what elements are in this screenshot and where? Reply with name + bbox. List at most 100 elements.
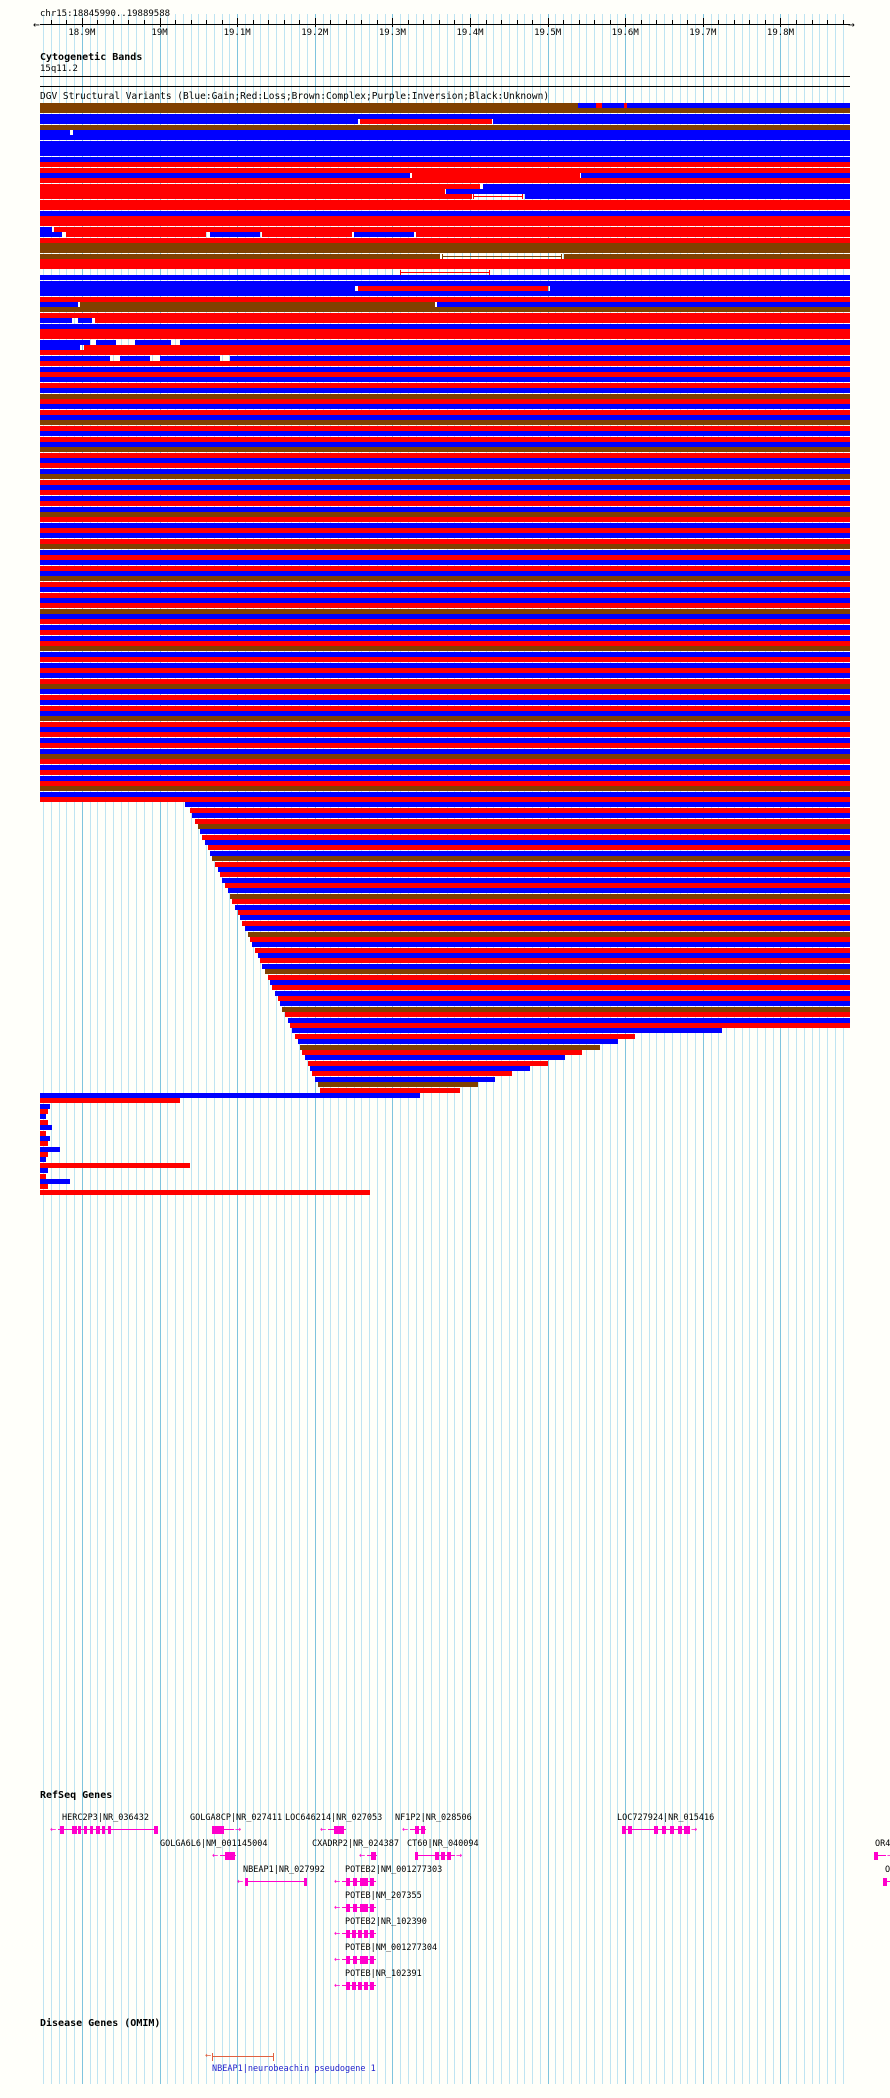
dgv-variant-gain[interactable] [40,624,850,630]
dgv-variant-loss[interactable] [40,770,850,776]
dgv-variant-gain[interactable] [40,522,850,528]
dgv-variant-loss[interactable] [40,425,850,431]
dgv-variant-complex[interactable] [40,576,850,582]
dgv-variant-loss[interactable] [40,759,850,765]
dgv-variant-loss[interactable] [40,463,850,469]
dgv-variant-loss[interactable] [208,845,850,851]
dgv-variant-loss[interactable] [40,328,850,334]
dgv-variant-gain[interactable] [40,458,850,464]
dgv-variant-gain[interactable] [40,146,850,152]
dgv-variant-gain[interactable] [40,1179,70,1184]
dgv-variant-gain[interactable] [40,323,850,329]
dgv-variant-loss[interactable] [40,183,480,189]
dgv-variant-complex[interactable] [248,931,850,937]
dgv-variant-complex[interactable] [40,544,850,550]
dgv-variant-gain[interactable] [40,506,850,512]
dgv-variant-gain[interactable] [40,1125,52,1131]
dgv-variant-loss[interactable] [40,361,850,367]
dgv-variant-gain[interactable] [40,172,410,178]
dgv-variant-loss[interactable] [40,743,850,749]
dgv-variant-loss[interactable] [412,172,580,178]
dgv-variant-loss[interactable] [302,1049,582,1055]
dgv-variant-gain[interactable] [354,232,414,238]
gene-model[interactable]: ← [402,1825,426,1835]
dgv-variant-loss[interactable] [358,285,548,291]
dgv-variant-loss[interactable] [40,538,850,544]
dgv-variant-gain[interactable] [275,990,850,996]
dgv-variant-gain[interactable] [483,183,850,189]
dgv-variant-complex[interactable] [40,248,850,254]
dgv-variant-gain[interactable] [230,355,850,361]
omim-gene-model[interactable]: ← [205,2051,274,2061]
dgv-variant-gain[interactable] [40,495,850,501]
dgv-variant-loss[interactable] [40,296,850,302]
dgv-variant-loss[interactable] [40,490,850,496]
dgv-variant-complex[interactable] [300,1044,600,1050]
dgv-variant-loss[interactable] [40,1109,48,1115]
dgv-variant-gain[interactable] [40,748,850,754]
dgv-variant-loss[interactable] [40,641,850,646]
dgv-variant-gain[interactable] [40,727,850,733]
dgv-variant-gain[interactable] [581,172,850,178]
dgv-variant-loss[interactable] [242,920,850,926]
refseq-gene-track[interactable]: HERC2P3|NR_036432 ← GOLGA8CP|NR_027411 → LOC… [40,1800,890,2000]
dgv-variant-complex[interactable] [40,786,850,792]
dgv-variant-loss[interactable] [40,199,850,205]
dgv-variant-gain[interactable] [40,791,850,797]
dgv-variant-gain[interactable] [40,614,850,620]
dgv-variant-loss[interactable] [40,619,850,625]
dgv-variant-gain[interactable] [40,404,850,410]
dgv-variant-gain[interactable] [262,963,850,969]
dgv-variant-gain[interactable] [40,635,850,641]
dgv-variant-gain[interactable] [40,366,850,372]
dgv-variant-gain[interactable] [40,651,850,657]
dgv-variant-gain[interactable] [315,1076,495,1082]
dgv-variant-gain[interactable] [205,840,850,846]
dgv-variant-gain[interactable] [228,888,850,894]
dgv-variant-gain[interactable] [288,1017,850,1023]
dgv-variant-loss[interactable] [220,872,850,878]
dgv-variant-complex[interactable] [40,608,850,614]
dgv-variant-loss[interactable] [260,958,850,964]
dgv-variant-gain[interactable] [40,1092,420,1098]
dgv-variant-loss[interactable] [40,178,850,184]
dgv-variant-gain[interactable] [40,415,850,421]
gene-model[interactable]: ← [212,1851,236,1861]
dgv-variant-loss[interactable] [40,721,850,727]
dgv-variant-loss[interactable] [255,947,850,953]
dgv-variant-gain[interactable] [493,119,850,125]
dgv-variant-complex[interactable] [40,103,610,108]
dgv-variant-loss[interactable] [195,818,850,824]
dgv-variant-gain[interactable] [40,700,850,706]
dgv-variant-complex[interactable] [40,393,850,399]
dgv-variant-gain[interactable] [40,135,850,141]
dgv-variant-loss[interactable] [40,436,850,442]
dgv-variant-complex[interactable] [198,823,850,829]
coordinate-ruler[interactable]: ← → 18.9M 19M 19.1M 19.2M 19.3M 19.4M 19.5M 19.… [33,18,855,40]
dgv-variant-gain[interactable] [550,285,850,291]
gene-model[interactable]: ← [320,1825,346,1835]
dgv-variant-loss[interactable] [40,1119,48,1125]
dgv-variant-gain[interactable] [40,441,850,447]
dgv-variant-loss[interactable] [320,1087,460,1093]
gene-model[interactable]: → [622,1825,697,1835]
dgv-variant-gain[interactable] [40,737,850,743]
dgv-variant-gain[interactable] [235,904,850,910]
dgv-variant-loss[interactable] [40,780,850,786]
dgv-variant-complex[interactable] [40,511,850,517]
dgv-variant-loss[interactable] [40,603,850,609]
dgv-variant-loss[interactable] [95,318,850,324]
dgv-variant-gain[interactable] [40,549,850,555]
dgv-variant-gain[interactable] [40,710,850,716]
dgv-variant-complex[interactable] [564,253,850,259]
dgv-variant-loss[interactable] [84,345,850,351]
dgv-variant-gain[interactable] [40,377,850,383]
dgv-variant-complex[interactable] [40,646,850,652]
dgv-variant-loss[interactable] [272,985,850,991]
dgv-variant-loss[interactable] [40,1162,190,1168]
dgv-variant-loss[interactable] [416,232,850,238]
dgv-variant-gain[interactable] [40,129,70,135]
dgv-variant-complex[interactable] [212,856,850,862]
gene-model[interactable]: → [212,1825,241,1835]
dgv-variant-loss[interactable] [40,657,850,663]
